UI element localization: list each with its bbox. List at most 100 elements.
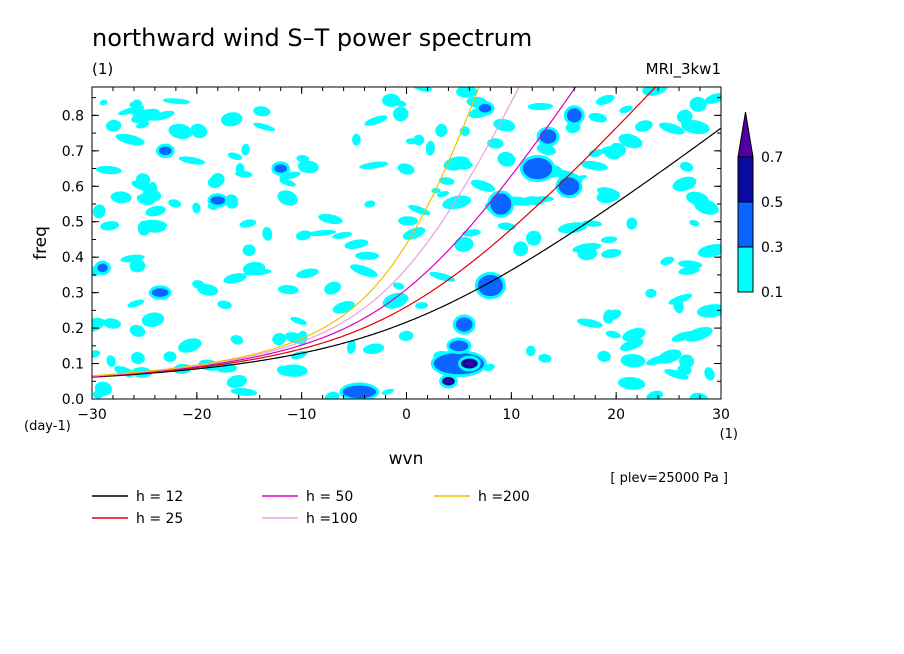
field-patch bbox=[307, 229, 337, 237]
legend-label: h = 25 bbox=[136, 511, 183, 527]
field-patch bbox=[678, 266, 700, 275]
field-patch bbox=[253, 122, 276, 132]
field-patch bbox=[394, 100, 407, 107]
x-tick-label: 0 bbox=[402, 407, 411, 423]
field-patch bbox=[235, 170, 253, 178]
field-patch bbox=[605, 330, 621, 339]
x-unit-label: (1) bbox=[720, 427, 738, 442]
contour-blob-core bbox=[465, 361, 474, 366]
x-tick-label: 10 bbox=[502, 407, 520, 423]
field-patch bbox=[635, 120, 653, 132]
field-patch bbox=[442, 195, 472, 210]
field-patch bbox=[596, 189, 621, 204]
colorbar-level-label: 0.7 bbox=[761, 150, 783, 166]
x-tick-label: −20 bbox=[182, 407, 212, 423]
field-patch bbox=[132, 99, 143, 110]
colorbar-level-label: 0.1 bbox=[761, 285, 783, 301]
contour-blob bbox=[210, 196, 226, 205]
field-patch bbox=[436, 191, 450, 198]
field-patch bbox=[359, 161, 389, 169]
x-axis-label: wvn bbox=[389, 449, 424, 469]
field-patch bbox=[92, 204, 106, 219]
field-patch bbox=[352, 133, 361, 146]
field-patch bbox=[129, 259, 146, 273]
field-patch bbox=[262, 226, 273, 241]
field-patch bbox=[297, 160, 319, 174]
field-patch bbox=[103, 318, 121, 329]
y-tick-label: 0.2 bbox=[62, 321, 84, 337]
field-patch bbox=[129, 324, 146, 337]
field-patch bbox=[227, 152, 243, 161]
field-patch bbox=[645, 288, 657, 298]
field-patch bbox=[95, 165, 122, 175]
x-tick-label: −30 bbox=[77, 407, 107, 423]
y-tick-label: 0.3 bbox=[62, 286, 84, 302]
field-patch bbox=[217, 300, 232, 310]
contour-blob bbox=[342, 385, 377, 399]
field-patch bbox=[92, 350, 101, 358]
field-patch bbox=[493, 118, 516, 132]
contour-blob bbox=[490, 193, 512, 215]
field-patch bbox=[296, 154, 309, 163]
field-patch bbox=[149, 110, 175, 121]
field-patch bbox=[226, 374, 247, 389]
field-patch bbox=[142, 188, 162, 202]
field-patch bbox=[673, 298, 684, 314]
dispersion-curve bbox=[92, 87, 520, 377]
field-patch bbox=[679, 354, 695, 369]
y-axis: 0.0 0.1 0.2 0.3 0.4 0.5 0.6 0.7 0.8 bbox=[62, 97, 721, 408]
field-patch bbox=[141, 312, 165, 328]
field-patch bbox=[704, 367, 715, 381]
contour-blob bbox=[274, 164, 287, 173]
contour-blob-core bbox=[445, 379, 452, 384]
field-patch bbox=[110, 191, 132, 204]
y-unit-label: (day-1) bbox=[24, 419, 71, 434]
contour-blob bbox=[566, 108, 582, 123]
field-patch bbox=[684, 326, 713, 342]
field-patch bbox=[355, 251, 380, 260]
field-patch bbox=[676, 109, 693, 124]
field-patch bbox=[438, 177, 455, 185]
field-patch bbox=[497, 222, 516, 231]
field-patch bbox=[225, 194, 239, 209]
field-patch bbox=[646, 354, 670, 366]
field-patch bbox=[290, 316, 307, 325]
field-patch bbox=[168, 123, 193, 139]
contour-blob bbox=[478, 104, 492, 113]
field-patch bbox=[99, 99, 108, 106]
field-patch bbox=[324, 281, 341, 295]
field-patch bbox=[454, 236, 474, 252]
contour-blob bbox=[558, 177, 580, 196]
chart-subtitle-left: (1) bbox=[92, 60, 113, 78]
field-patch bbox=[178, 338, 202, 353]
field-patch bbox=[497, 151, 516, 167]
field-patch bbox=[680, 161, 694, 172]
field-patch bbox=[425, 140, 435, 156]
field-patch bbox=[230, 388, 258, 396]
y-tick-label: 0.7 bbox=[62, 144, 84, 160]
field-patch bbox=[431, 187, 441, 194]
x-tick-label: 30 bbox=[712, 407, 730, 423]
field-patch bbox=[626, 217, 638, 230]
field-patch bbox=[192, 280, 205, 289]
field-patch bbox=[143, 219, 168, 229]
field-patch bbox=[397, 163, 415, 175]
field-patch bbox=[435, 123, 448, 137]
field-patch bbox=[697, 244, 721, 258]
field-patch bbox=[242, 261, 266, 276]
field-patch bbox=[207, 176, 223, 189]
power-field bbox=[92, 87, 721, 399]
field-patch bbox=[230, 335, 244, 345]
field-patch bbox=[398, 216, 418, 226]
field-patch bbox=[393, 106, 409, 122]
plev-footnote: [ plev=25000 Pa ] bbox=[610, 471, 728, 486]
field-patch bbox=[659, 122, 685, 135]
field-patch bbox=[382, 292, 409, 309]
field-patch bbox=[462, 229, 481, 237]
field-patch bbox=[619, 105, 633, 114]
field-patch bbox=[470, 179, 496, 192]
field-patch bbox=[279, 364, 308, 377]
field-patch bbox=[660, 256, 675, 266]
field-patch bbox=[318, 213, 343, 225]
